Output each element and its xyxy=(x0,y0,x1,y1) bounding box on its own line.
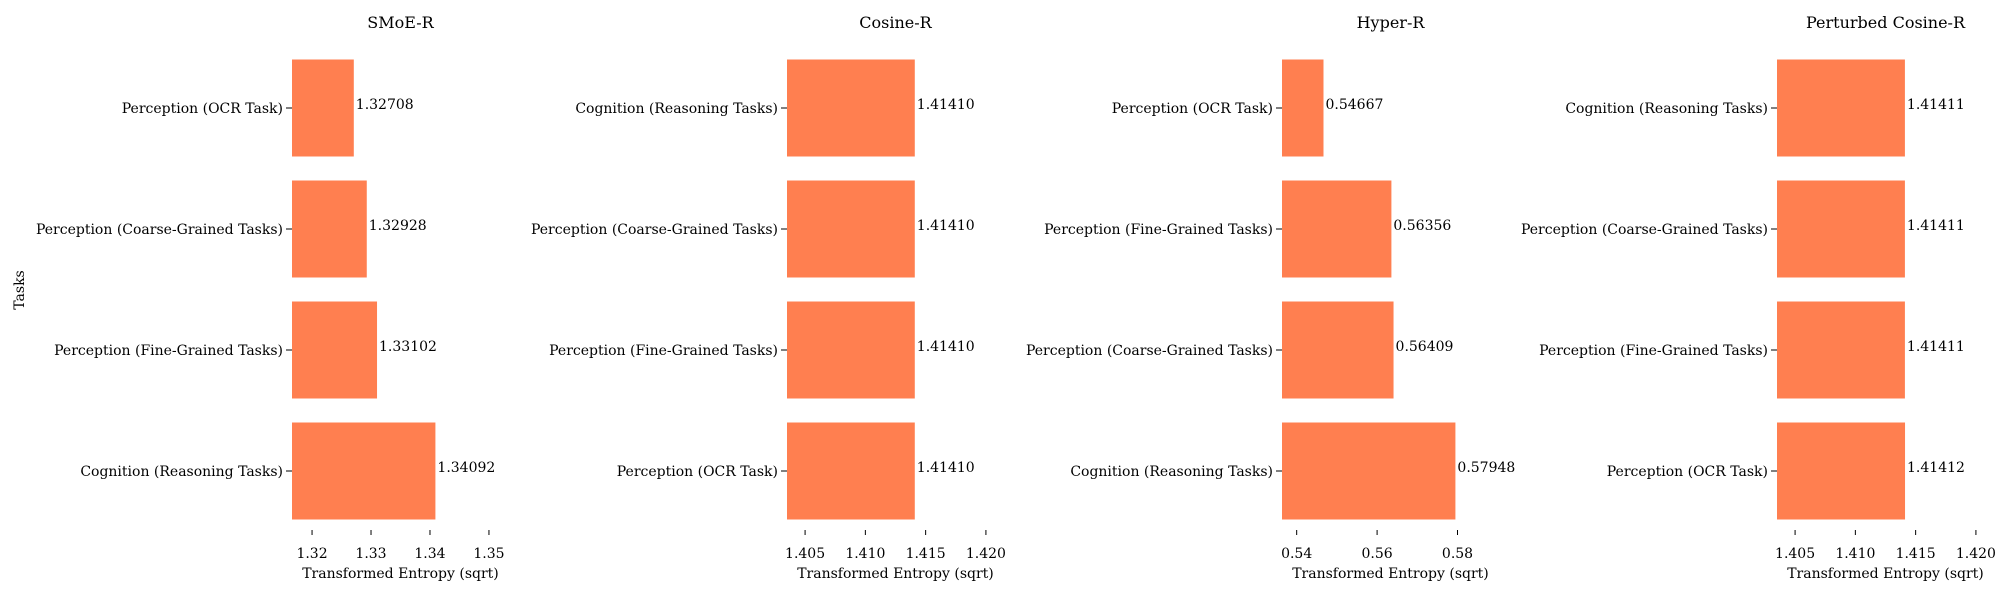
data-label: 0.57948 xyxy=(1457,460,1515,476)
category-label: Perception (OCR Task) xyxy=(1112,101,1273,117)
bar xyxy=(292,301,378,399)
chart-panel: SMoE-R Perception (OCR Task) 1.32708 Percep… xyxy=(36,13,505,582)
bar xyxy=(292,422,436,520)
chart-panel: Cosine-R Cognition (Reasoning Tasks) 1.414… xyxy=(531,13,1006,582)
data-label: 1.41412 xyxy=(1907,460,1965,476)
bar xyxy=(292,59,354,157)
x-axis-label: Transformed Entropy (sqrt) xyxy=(302,566,499,582)
category-label: Cognition (Reasoning Tasks) xyxy=(575,101,778,117)
chart-panel: Perturbed Cosine-R Cognition (Reasoning T… xyxy=(1521,13,1996,582)
chart-panel: Hyper-R Perception (OCR Task) 0.54667 Perce… xyxy=(1026,13,1515,582)
bar xyxy=(1282,180,1392,278)
x-tick-label: 0.54 xyxy=(1281,546,1312,562)
chart-title: Cosine-R xyxy=(859,13,932,32)
bar xyxy=(1282,301,1394,399)
x-tick-label: 1.415 xyxy=(906,546,946,562)
data-label: 1.34092 xyxy=(437,460,495,476)
x-tick-label: 1.405 xyxy=(1775,546,1815,562)
category-label: Perception (Fine-Grained Tasks) xyxy=(1539,343,1768,359)
data-label: 1.32708 xyxy=(356,97,414,113)
bar xyxy=(1282,422,1456,520)
bar xyxy=(787,59,915,157)
figure-y-axis-label: Tasks xyxy=(12,270,28,309)
x-tick-label: 1.33 xyxy=(355,546,386,562)
data-label: 1.41410 xyxy=(917,460,975,476)
bar xyxy=(1282,59,1324,157)
x-tick-label: 0.58 xyxy=(1442,546,1473,562)
x-axis-label: Transformed Entropy (sqrt) xyxy=(1787,566,1984,582)
category-label: Perception (Coarse-Grained Tasks) xyxy=(1521,222,1768,238)
bar xyxy=(787,422,915,520)
category-label: Perception (Coarse-Grained Tasks) xyxy=(1026,343,1273,359)
data-label: 1.32928 xyxy=(369,218,427,234)
category-label: Cognition (Reasoning Tasks) xyxy=(1070,464,1273,480)
data-label: 0.56356 xyxy=(1393,218,1451,234)
category-label: Cognition (Reasoning Tasks) xyxy=(1565,101,1768,117)
data-label: 1.41411 xyxy=(1907,97,1965,113)
bar xyxy=(292,180,367,278)
category-label: Perception (Fine-Grained Tasks) xyxy=(549,343,778,359)
bar xyxy=(787,301,915,399)
bar xyxy=(1777,301,1905,399)
category-label: Perception (OCR Task) xyxy=(1607,464,1768,480)
category-label: Cognition (Reasoning Tasks) xyxy=(80,464,283,480)
x-tick-label: 0.56 xyxy=(1362,546,1393,562)
data-label: 1.41410 xyxy=(917,97,975,113)
x-tick-label: 1.35 xyxy=(473,546,504,562)
data-label: 1.41411 xyxy=(1907,218,1965,234)
bar xyxy=(1777,180,1905,278)
chart-title: Hyper-R xyxy=(1357,13,1426,32)
x-tick-label: 1.410 xyxy=(1835,546,1875,562)
data-label: 0.54667 xyxy=(1325,97,1383,113)
bar xyxy=(1777,59,1905,157)
chart-title: SMoE-R xyxy=(367,13,434,32)
bar xyxy=(787,180,915,278)
category-label: Perception (Fine-Grained Tasks) xyxy=(54,343,283,359)
category-label: Perception (Coarse-Grained Tasks) xyxy=(36,222,283,238)
bar xyxy=(1777,422,1906,520)
category-label: Perception (Fine-Grained Tasks) xyxy=(1044,222,1273,238)
data-label: 1.41410 xyxy=(917,339,975,355)
category-label: Perception (OCR Task) xyxy=(617,464,778,480)
chart-title: Perturbed Cosine-R xyxy=(1806,13,1966,32)
data-label: 0.56409 xyxy=(1396,339,1454,355)
x-tick-label: 1.34 xyxy=(414,546,445,562)
data-label: 1.33102 xyxy=(379,339,437,355)
data-label: 1.41411 xyxy=(1907,339,1965,355)
category-label: Perception (Coarse-Grained Tasks) xyxy=(531,222,778,238)
data-label: 1.41410 xyxy=(917,218,975,234)
category-label: Perception (OCR Task) xyxy=(122,101,283,117)
x-tick-label: 1.405 xyxy=(785,546,825,562)
x-axis-label: Transformed Entropy (sqrt) xyxy=(797,566,994,582)
x-tick-label: 1.415 xyxy=(1896,546,1936,562)
x-tick-label: 1.420 xyxy=(966,546,1006,562)
x-axis-label: Transformed Entropy (sqrt) xyxy=(1292,566,1489,582)
x-tick-label: 1.32 xyxy=(296,546,327,562)
x-tick-label: 1.410 xyxy=(845,546,885,562)
x-tick-label: 1.420 xyxy=(1956,546,1996,562)
